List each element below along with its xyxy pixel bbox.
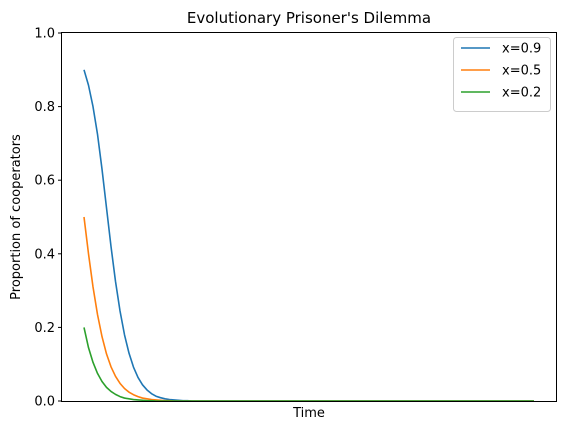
y-tick-label: 1.0 xyxy=(34,27,55,42)
plot-frame xyxy=(61,32,557,402)
chart-title: Evolutionary Prisoner's Dilemma xyxy=(187,9,431,27)
legend-label-3: x=0.2 xyxy=(502,86,541,101)
y-axis-label: Proportion of cooperators xyxy=(9,134,24,300)
y-tick-label: 0.4 xyxy=(34,247,55,262)
y-tick-label: 0.0 xyxy=(34,395,55,410)
y-axis: 0.0 0.2 0.4 0.6 0.8 1.0 xyxy=(34,27,62,410)
legend-label-2: x=0.5 xyxy=(502,64,541,79)
legend-box xyxy=(453,37,551,112)
legend-label-1: x=0.9 xyxy=(502,42,541,57)
legend: x=0.9 x=0.5 x=0.2 xyxy=(453,37,551,112)
y-tick-label: 0.2 xyxy=(34,321,55,336)
y-tick-label: 0.6 xyxy=(34,174,55,189)
y-tick-label: 0.8 xyxy=(34,100,55,115)
x-axis-label: Time xyxy=(292,406,325,421)
